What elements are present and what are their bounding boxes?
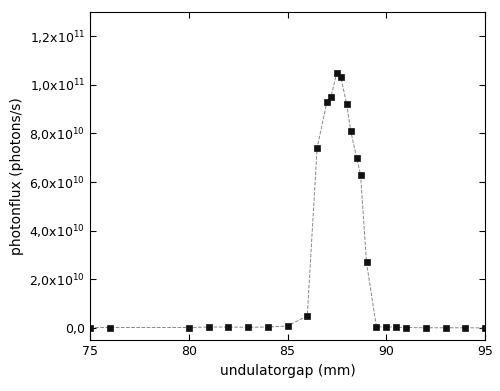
Y-axis label: photonflux (photons/s): photonflux (photons/s) xyxy=(10,97,24,255)
X-axis label: undulatorgap (mm): undulatorgap (mm) xyxy=(220,364,356,378)
